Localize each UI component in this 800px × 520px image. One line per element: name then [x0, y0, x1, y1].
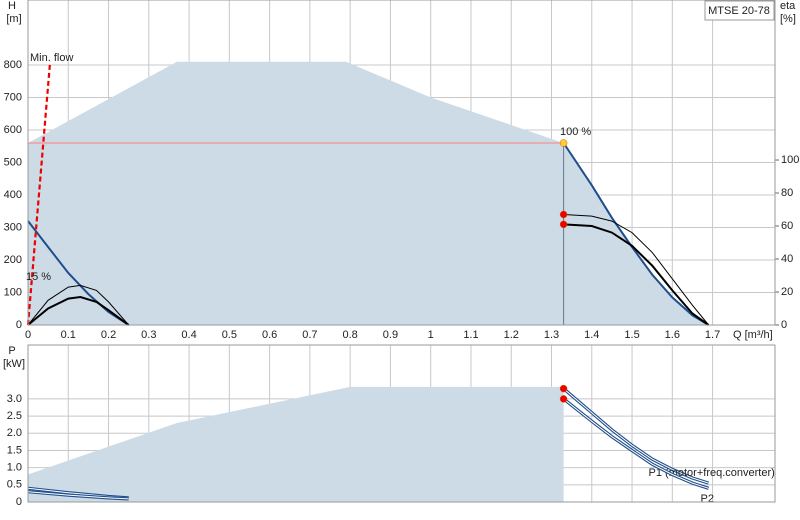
y-tick-label: 400 [4, 189, 22, 201]
x-tick-label: 1.5 [624, 329, 639, 341]
curve [27, 284, 130, 326]
y2-axis-unit: [%] [780, 13, 796, 25]
y-tick-label: 800 [4, 59, 22, 71]
area [28, 386, 564, 502]
x-axis-label: Q [m³/h] [733, 329, 773, 341]
x-tick-label: 0 [25, 329, 31, 341]
x-tick-label: 1.7 [705, 329, 720, 341]
series-label: P2 [701, 493, 714, 505]
x-tick-label: 0.1 [61, 329, 76, 341]
y-axis-unit: [m] [6, 13, 21, 25]
plot-frame [27, 344, 776, 503]
x-tick-label: 1.1 [463, 329, 478, 341]
y2-tick-label: 60 [781, 220, 793, 232]
point [559, 210, 568, 219]
y-tick-label: 100 [4, 286, 22, 298]
y-tick-label: 0 [16, 319, 22, 331]
y-tick-label: 3.0 [7, 393, 22, 405]
x-tick-label: 1.3 [544, 329, 559, 341]
curve [563, 398, 709, 489]
curve [26, 61, 52, 326]
x-tick-label: 0.4 [181, 329, 196, 341]
x-tick-label: 0.5 [222, 329, 237, 341]
curve [27, 295, 130, 326]
point [559, 139, 568, 147]
title-box [704, 0, 775, 21]
y2-tick-label: 100 [781, 154, 799, 166]
area [28, 61, 709, 326]
y-tick-label: 300 [4, 221, 22, 233]
curve [563, 388, 709, 484]
x-tick-label: 0.7 [302, 329, 317, 341]
annotation: 100 % [560, 126, 591, 138]
y-tick-label: 2.0 [7, 427, 22, 439]
point [559, 395, 568, 403]
y-tick-label: 500 [4, 156, 22, 168]
x-tick-label: 1.6 [665, 329, 680, 341]
y-axis-label: P [8, 345, 15, 357]
y-tick-label: 700 [4, 91, 22, 103]
x-tick-label: 0.8 [343, 329, 358, 341]
annotation: 15 % [26, 271, 51, 283]
y-axis-unit: [kW] [3, 358, 25, 370]
y-tick-label: 0.5 [7, 479, 22, 491]
point [559, 220, 568, 229]
y2-tick-label: 40 [781, 253, 793, 265]
y2-tick-label: 80 [781, 187, 793, 199]
annotation: Min. flow [30, 52, 73, 64]
curve [27, 491, 129, 500]
x-tick-label: 0.6 [262, 329, 277, 341]
plot-frame [27, 0, 776, 326]
y2-tick-label: 0 [781, 319, 787, 331]
y-tick-label: 1.0 [7, 462, 22, 474]
x-tick-label: 1 [428, 329, 434, 341]
y-tick-label: 0 [16, 496, 22, 508]
curve [563, 223, 710, 326]
curve [27, 220, 130, 326]
y-tick-label: 2.5 [7, 410, 22, 422]
x-tick-label: 1.4 [584, 329, 599, 341]
series-label: P1 (motor+freq.converter) [649, 467, 775, 479]
y-tick-label: 1.5 [7, 444, 22, 456]
chart-title: MTSE 20-78 [708, 5, 770, 17]
y2-axis-label: eta [780, 0, 796, 12]
x-tick-label: 0.9 [383, 329, 398, 341]
x-tick-label: 0.3 [141, 329, 156, 341]
curve [563, 214, 709, 326]
x-tick-label: 1.2 [504, 329, 519, 341]
y-tick-label: 600 [4, 124, 22, 136]
y-axis-label: H [8, 0, 16, 12]
point [559, 384, 568, 393]
y2-tick-label: 20 [781, 286, 793, 298]
x-tick-label: 0.2 [101, 329, 116, 341]
y-tick-label: 200 [4, 254, 22, 266]
curve [562, 142, 710, 326]
